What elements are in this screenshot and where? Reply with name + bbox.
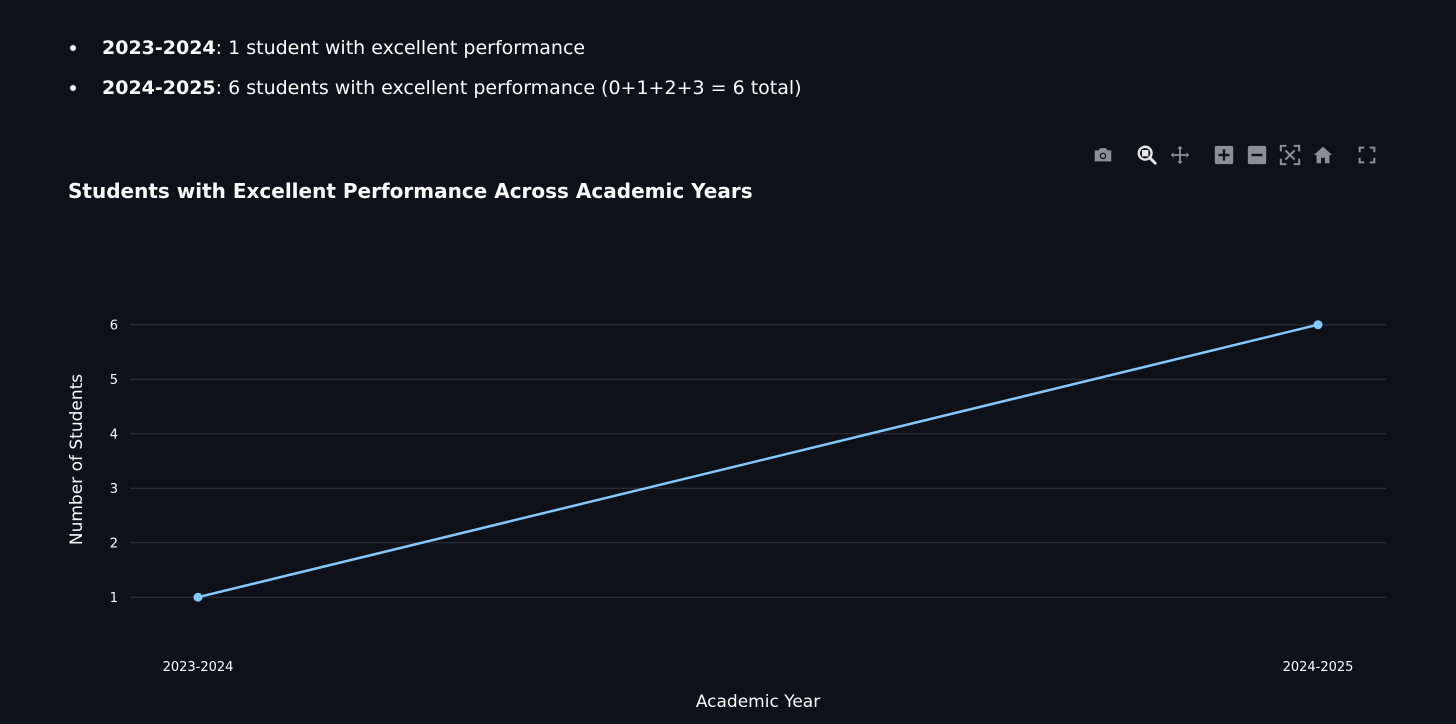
zoom-in-icon[interactable] [1213, 144, 1235, 166]
fullscreen-icon[interactable] [1356, 144, 1378, 166]
autoscale-icon[interactable] [1279, 144, 1301, 166]
chart-container: 1 2 3 4 5 6 2023-2024 2024-2025 Academic Year Num… [64, 134, 1394, 724]
summary-list: 2023-2024: 1 student with excellent perf… [70, 34, 802, 114]
x-tick-label: 2024-2025 [1283, 660, 1354, 675]
summary-item-text: : 1 student with excellent performance [215, 37, 586, 59]
bullet-dot [70, 85, 76, 91]
summary-item-text: : 6 students with excellent performance … [215, 77, 802, 99]
summary-item: 2023-2024: 1 student with excellent perf… [70, 34, 802, 74]
series-line[interactable] [197, 323, 1319, 599]
chart-toolbar [1081, 144, 1378, 166]
clipped-heading [102, 0, 109, 10]
pan-icon[interactable] [1169, 144, 1191, 166]
x-tick-label: 2023-2024 [163, 660, 234, 675]
line-chart[interactable]: 1 2 3 4 5 6 2023-2024 2024-2025 Academic Year Num… [64, 134, 1394, 724]
bullet-dot [70, 45, 76, 51]
data-point[interactable] [1313, 320, 1323, 330]
y-tick-label: 2 [110, 537, 118, 552]
zoom-icon[interactable] [1136, 144, 1158, 166]
y-tick-label: 4 [110, 428, 118, 443]
y-tick-label: 5 [110, 373, 118, 388]
y-tick-label: 6 [110, 319, 118, 334]
zoom-out-icon[interactable] [1246, 144, 1268, 166]
reset-axes-icon[interactable] [1312, 144, 1334, 166]
x-axis-title: Academic Year [696, 692, 820, 712]
y-axis-title: Number of Students [67, 374, 87, 545]
y-tick-label: 1 [110, 591, 118, 606]
y-tick-label: 3 [110, 482, 118, 497]
chart-title: Students with Excellent Performance Acro… [68, 179, 753, 203]
summary-item: 2024-2025: 6 students with excellent per… [70, 74, 802, 114]
summary-item-label: 2023-2024 [102, 37, 216, 59]
summary-item-label: 2024-2025 [102, 77, 216, 99]
camera-icon[interactable] [1092, 144, 1114, 166]
data-point[interactable] [193, 592, 203, 602]
